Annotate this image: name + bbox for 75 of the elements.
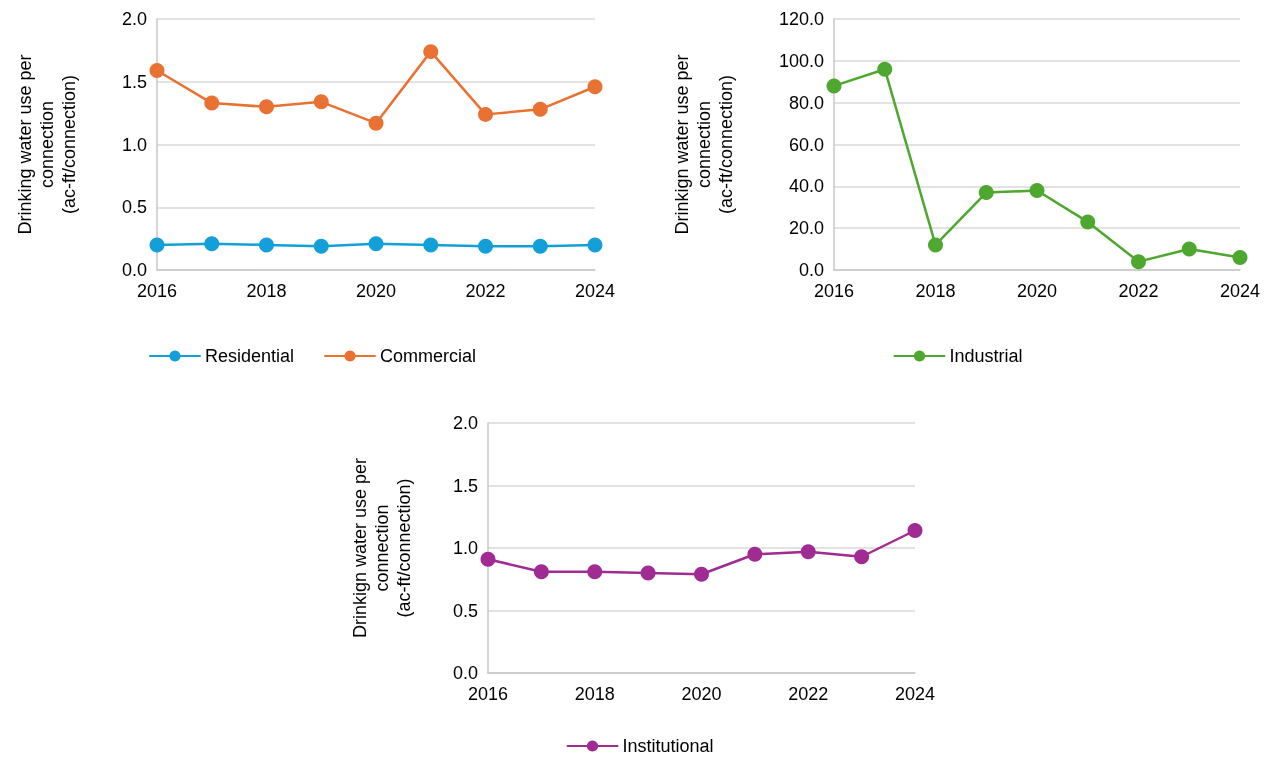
point <box>1029 183 1045 199</box>
y-tick-label: 100.0 <box>778 50 824 71</box>
point <box>694 566 709 582</box>
point <box>587 79 603 95</box>
y-axis-title: Drinking water use per connection (ac-ft/connection) <box>15 54 79 235</box>
point <box>259 99 274 115</box>
point <box>368 236 384 252</box>
point <box>928 237 943 253</box>
y-tick-label: 1.5 <box>121 71 147 92</box>
point <box>480 551 496 567</box>
x-tick-label: 2022 <box>788 684 829 704</box>
point <box>259 237 274 253</box>
x-tick-label: 2016 <box>136 281 178 301</box>
point <box>423 44 439 60</box>
point <box>204 95 220 111</box>
legend-label: Industrial <box>949 346 1023 366</box>
point <box>587 237 603 253</box>
point <box>313 94 329 110</box>
point <box>533 564 549 580</box>
x-tick-label: 2024 <box>574 281 616 301</box>
y-tick-label: 0.0 <box>452 663 478 683</box>
point <box>640 565 656 581</box>
x-tick-label: 2020 <box>1016 281 1058 301</box>
point <box>478 238 493 254</box>
x-tick-label: 2022 <box>465 281 506 301</box>
y-tick-label: 1.0 <box>452 538 478 558</box>
y-tick-label: 0.5 <box>121 197 147 218</box>
x-tick-label: 2024 <box>894 684 936 704</box>
legend-label: Institutional <box>622 736 714 756</box>
y-tick-label: 20.0 <box>788 218 824 239</box>
point <box>368 115 384 131</box>
y-tick-label: 120.0 <box>778 9 824 29</box>
point <box>877 61 893 77</box>
point <box>423 237 439 253</box>
point <box>1080 214 1096 230</box>
point <box>854 549 870 565</box>
y-tick-label: 80.0 <box>788 92 824 113</box>
x-tick-label: 2018 <box>246 281 287 301</box>
x-tick-label: 2020 <box>681 684 722 704</box>
x-tick-label: 2018 <box>915 281 956 301</box>
x-tick-label: 2016 <box>467 684 509 704</box>
point <box>747 546 763 562</box>
y-tick-label: 2.0 <box>452 413 478 433</box>
point <box>1181 241 1197 257</box>
y-tick-label: 1.5 <box>452 475 478 496</box>
y-tick-label: 40.0 <box>788 176 824 197</box>
point <box>907 523 923 538</box>
point <box>149 237 165 253</box>
y-tick-label: 1.0 <box>121 134 147 155</box>
x-tick-label: 2018 <box>574 684 615 704</box>
point <box>587 564 603 580</box>
y-tick-label: 0.5 <box>452 600 478 621</box>
y-tick-label: 0.0 <box>121 260 147 280</box>
x-tick-label: 2016 <box>813 281 855 301</box>
point <box>313 238 329 254</box>
y-axis-title: Drinkign water use per connection (ac-ft/connection) <box>672 54 736 235</box>
point <box>149 62 165 78</box>
y-tick-label: 2.0 <box>121 9 147 29</box>
point <box>532 238 548 254</box>
point <box>1232 249 1248 265</box>
y-tick-label: 60.0 <box>788 134 824 155</box>
point <box>800 544 816 560</box>
legend-label: Residential <box>204 346 295 366</box>
x-tick-label: 2022 <box>1118 281 1159 301</box>
legend-label: Commercial <box>380 346 477 366</box>
x-tick-label: 2024 <box>1219 281 1261 301</box>
point <box>826 78 842 94</box>
point <box>532 101 548 117</box>
x-tick-label: 2020 <box>355 281 397 301</box>
y-axis-title: Drinkign water use per connection (ac-ft/connection) <box>350 457 414 639</box>
point <box>478 106 493 122</box>
point <box>204 236 220 252</box>
point <box>978 185 994 201</box>
point <box>1131 254 1146 270</box>
y-tick-label: 0.0 <box>798 260 824 280</box>
